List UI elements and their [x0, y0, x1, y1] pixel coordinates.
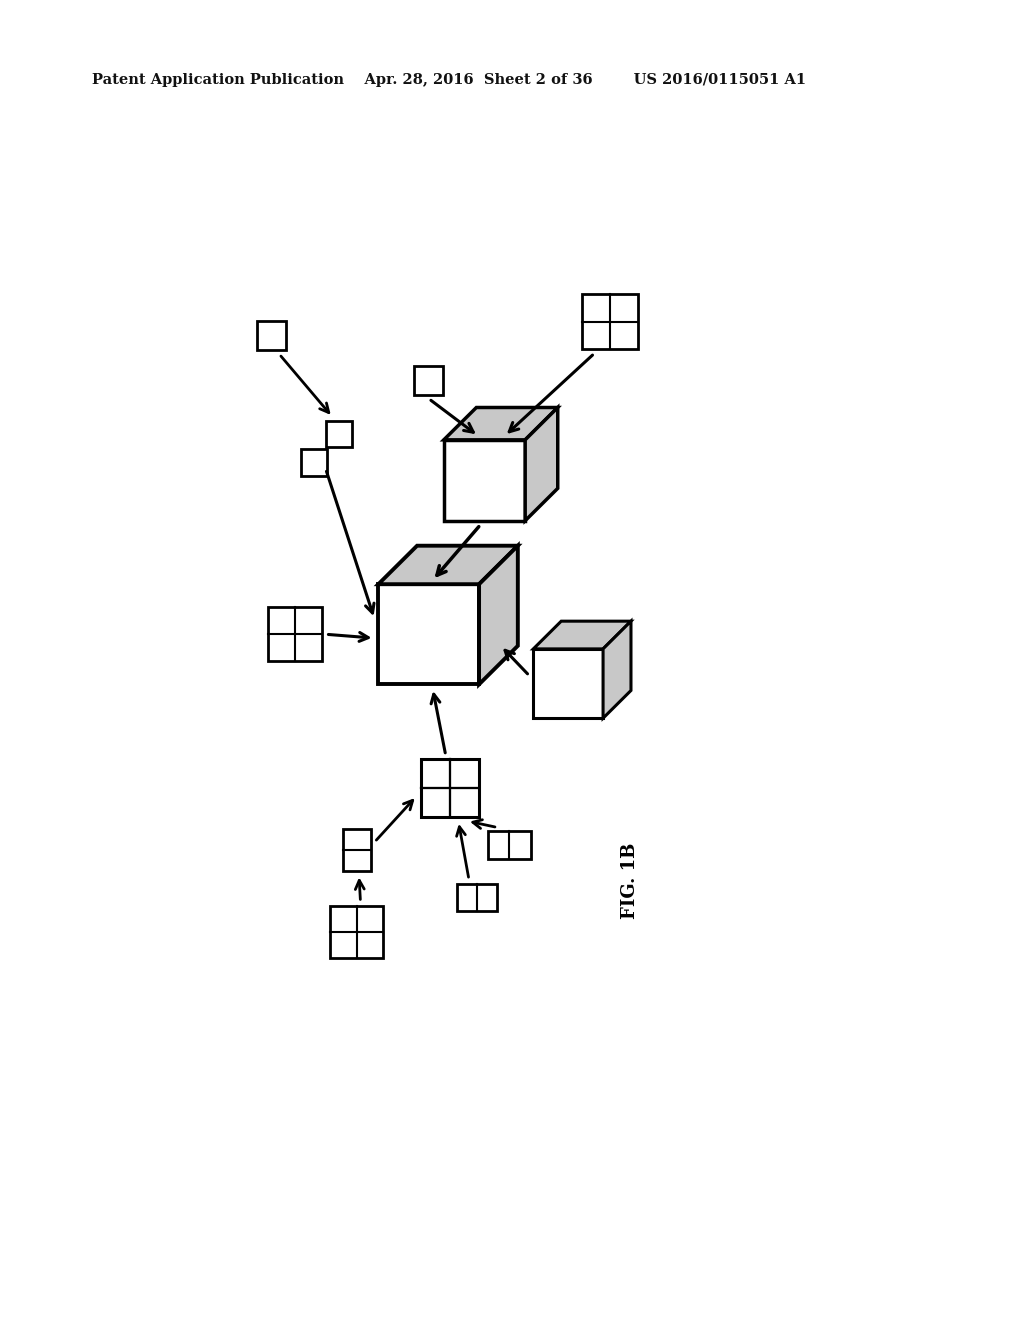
Polygon shape — [378, 545, 518, 585]
Polygon shape — [603, 622, 631, 718]
Polygon shape — [343, 829, 371, 871]
Polygon shape — [378, 585, 479, 684]
Polygon shape — [421, 759, 478, 817]
Polygon shape — [443, 408, 558, 440]
Polygon shape — [488, 832, 530, 859]
Polygon shape — [443, 440, 525, 520]
Text: FIG. 1B: FIG. 1B — [622, 842, 639, 919]
Polygon shape — [534, 649, 603, 718]
Polygon shape — [583, 294, 638, 350]
Polygon shape — [414, 366, 443, 395]
Text: Patent Application Publication    Apr. 28, 2016  Sheet 2 of 36        US 2016/01: Patent Application Publication Apr. 28, … — [92, 74, 806, 87]
Polygon shape — [257, 321, 286, 350]
Polygon shape — [457, 884, 497, 911]
Polygon shape — [331, 906, 383, 958]
Polygon shape — [534, 622, 631, 649]
Polygon shape — [301, 449, 328, 475]
Polygon shape — [267, 607, 322, 661]
Polygon shape — [525, 408, 558, 520]
Polygon shape — [326, 421, 352, 447]
Polygon shape — [479, 545, 518, 684]
